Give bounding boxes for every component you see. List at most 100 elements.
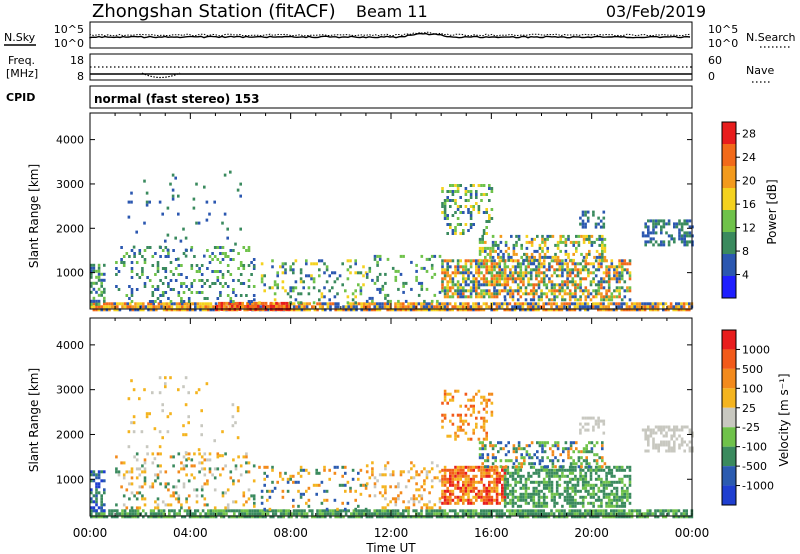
scatter-cell bbox=[325, 280, 329, 284]
scatter-cell bbox=[143, 258, 147, 261]
scatter-cell bbox=[467, 259, 470, 263]
scatter-cell bbox=[285, 301, 289, 305]
scatter-cell bbox=[100, 284, 103, 288]
scatter-cell bbox=[510, 258, 513, 262]
scatter-cell bbox=[574, 477, 577, 481]
scatter-cell bbox=[493, 489, 496, 493]
scatter-cell bbox=[670, 446, 673, 450]
scatter-cell bbox=[171, 173, 175, 177]
scatter-cell bbox=[409, 302, 413, 306]
scatter-cell bbox=[461, 308, 465, 312]
scatter-cell bbox=[454, 515, 457, 519]
scatter-cell bbox=[449, 199, 452, 202]
scatter-cell bbox=[336, 292, 339, 296]
scatter-cell bbox=[623, 295, 627, 299]
scatter-cell bbox=[103, 272, 106, 276]
scatter-cell bbox=[136, 305, 140, 309]
scatter-cell bbox=[493, 295, 496, 299]
scatter-cell bbox=[384, 506, 387, 510]
scatter-cell bbox=[459, 223, 462, 226]
scatter-cell bbox=[672, 509, 675, 513]
scatter-cell bbox=[617, 515, 621, 519]
scatter-cell bbox=[500, 302, 504, 306]
scatter-cell bbox=[200, 291, 204, 294]
scatter-cell bbox=[277, 515, 280, 519]
scatter-cell bbox=[108, 302, 111, 306]
scatter-cell bbox=[97, 506, 101, 510]
scatter-cell bbox=[449, 295, 452, 299]
scatter-cell bbox=[362, 283, 365, 287]
scatter-cell bbox=[441, 259, 444, 263]
scatter-cell bbox=[472, 486, 475, 490]
scatter-cell bbox=[514, 480, 517, 484]
scatter-cell bbox=[290, 515, 293, 519]
scatter-cell bbox=[180, 461, 183, 465]
scatter-cell bbox=[446, 199, 449, 202]
noise-right-label: N.Search bbox=[746, 31, 796, 44]
scatter-cell bbox=[590, 234, 594, 238]
scatter-cell bbox=[295, 512, 298, 516]
scatter-cell bbox=[626, 495, 629, 499]
scatter-cell bbox=[180, 282, 183, 285]
scatter-cell bbox=[499, 240, 503, 244]
scatter-cell bbox=[490, 495, 494, 499]
scatter-cell bbox=[386, 503, 390, 507]
scatter-cell bbox=[456, 434, 460, 438]
scatter-cell bbox=[261, 512, 265, 516]
scatter-cell bbox=[605, 465, 608, 469]
scatter-cell bbox=[357, 515, 361, 519]
scatter-cell bbox=[172, 249, 175, 252]
scatter-cell bbox=[519, 280, 523, 284]
scatter-cell bbox=[469, 214, 473, 217]
scatter-cell bbox=[203, 297, 207, 300]
scatter-cell bbox=[528, 456, 531, 460]
scatter-cell bbox=[203, 452, 207, 456]
scatter-cell bbox=[441, 211, 444, 214]
scatter-cell bbox=[213, 476, 217, 480]
scatter-cell bbox=[259, 509, 262, 513]
scatter-cell bbox=[467, 199, 470, 202]
scatter-cell bbox=[482, 468, 486, 472]
scatter-cell bbox=[433, 308, 436, 312]
scatter-cell bbox=[571, 295, 575, 299]
scatter-cell bbox=[248, 302, 252, 306]
scatter-cell bbox=[200, 285, 204, 288]
scatter-cell bbox=[568, 302, 571, 306]
scatter-cell bbox=[522, 280, 525, 284]
scatter-cell bbox=[561, 286, 564, 290]
scatter-cell bbox=[250, 273, 253, 276]
scatter-cell bbox=[302, 468, 305, 472]
scatter-cell bbox=[462, 211, 465, 214]
scatter-cell bbox=[103, 290, 106, 294]
scatter-cell bbox=[594, 465, 598, 469]
scatter-cell bbox=[626, 271, 629, 275]
scatter-cell bbox=[480, 265, 483, 269]
scatter-cell bbox=[601, 246, 604, 250]
scatter-cell bbox=[526, 302, 530, 306]
scatter-cell bbox=[329, 305, 332, 309]
scatter-cell bbox=[495, 474, 499, 478]
scatter-cell bbox=[433, 503, 437, 507]
scatter-cell bbox=[501, 271, 504, 275]
scatter-cell bbox=[219, 246, 222, 249]
scatter-cell bbox=[525, 258, 529, 262]
scatter-cell bbox=[423, 488, 426, 492]
scatter-cell bbox=[446, 401, 449, 405]
scatter-cell bbox=[389, 509, 392, 513]
scatter-cell bbox=[542, 495, 546, 499]
scatter-cell bbox=[675, 428, 679, 432]
scatter-cell bbox=[542, 277, 546, 281]
scatter-cell bbox=[469, 217, 473, 220]
scatter-cell bbox=[135, 467, 139, 471]
scatter-cell bbox=[383, 302, 387, 306]
scatter-cell bbox=[456, 205, 460, 208]
scatter-cell bbox=[404, 506, 408, 510]
scatter-cell bbox=[246, 301, 250, 305]
scatter-cell bbox=[568, 501, 572, 505]
scatter-cell bbox=[535, 471, 538, 475]
scatter-cell bbox=[103, 263, 106, 267]
scatter-cell bbox=[287, 509, 291, 513]
scatter-cell bbox=[520, 255, 523, 259]
scatter-cell bbox=[182, 433, 185, 437]
scatter-cell bbox=[599, 219, 603, 223]
